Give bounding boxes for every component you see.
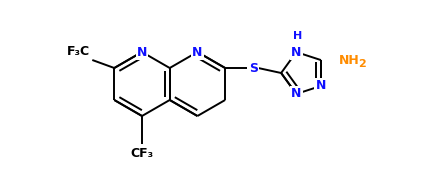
Text: N: N [316, 79, 326, 92]
Text: CF₃: CF₃ [130, 147, 153, 160]
Text: S: S [249, 61, 258, 74]
Text: H: H [293, 31, 302, 41]
Text: 2: 2 [358, 59, 366, 69]
Text: N: N [291, 88, 302, 100]
Text: F₃C: F₃C [67, 45, 90, 58]
Text: NH: NH [339, 53, 360, 67]
Text: N: N [291, 46, 302, 59]
Text: N: N [192, 46, 203, 59]
Text: N: N [137, 46, 147, 59]
